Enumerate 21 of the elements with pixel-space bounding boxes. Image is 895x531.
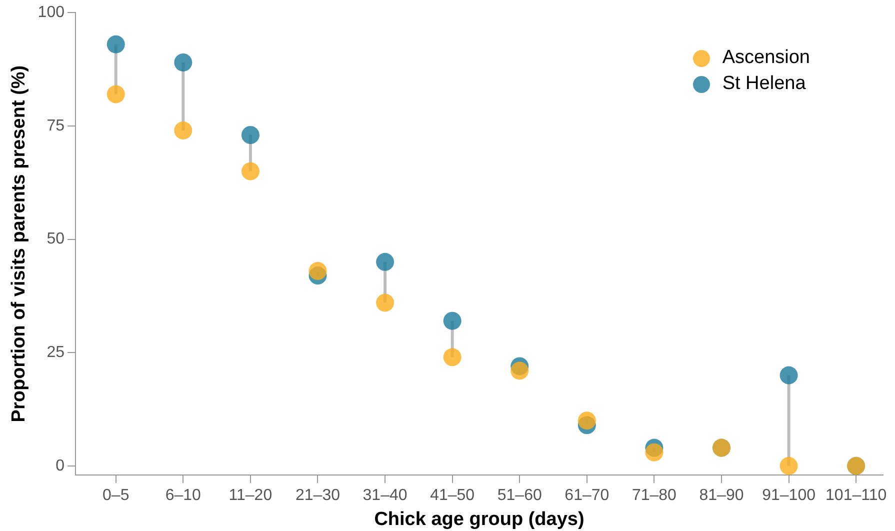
x-tick-label: 71–80: [632, 487, 677, 504]
legend-label: Ascension: [722, 47, 810, 69]
y-tick-label: 0: [56, 457, 65, 474]
x-tick-label: 6–10: [165, 487, 202, 504]
x-tick-label: 21–30: [295, 487, 340, 504]
x-tick-label: 81–90: [699, 487, 744, 504]
y-tick-label: 100: [38, 4, 65, 22]
x-tick-label: 41–50: [430, 487, 475, 504]
x-tick-label: 91–100: [762, 487, 816, 504]
legend-label: St Helena: [722, 73, 806, 95]
x-tick-label: 11–20: [228, 487, 272, 504]
x-axis-title: Chick age group (days): [374, 508, 584, 530]
y-tick-label: 75: [46, 117, 65, 134]
x-tick-label: 101–110: [826, 487, 887, 504]
x-tick-label: 61–70: [564, 487, 610, 504]
y-tick-label: 25: [46, 344, 65, 362]
x-tick-label: 51–60: [497, 487, 542, 504]
x-tick-label: 31–40: [362, 487, 408, 504]
y-axis-title: Proportion of visits parents present (%): [8, 65, 30, 422]
x-tick-label: 0–5: [102, 487, 130, 504]
y-tick-label: 50: [46, 230, 65, 248]
